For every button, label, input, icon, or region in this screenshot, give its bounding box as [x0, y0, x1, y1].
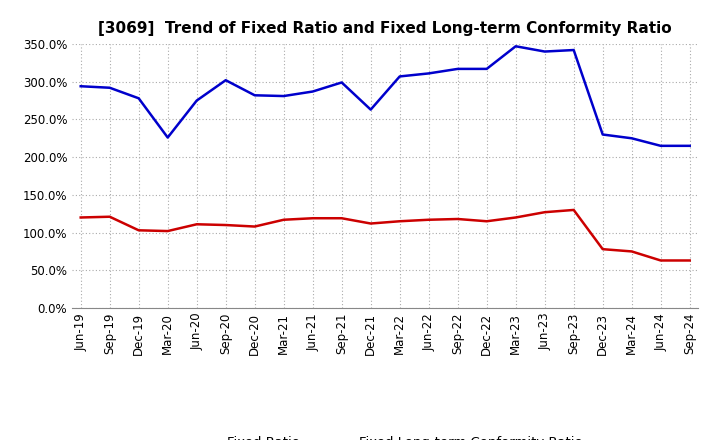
Fixed Ratio: [395, 74, 404, 79]
Fixed Long-term Conformity Ratio: [251, 224, 259, 229]
Fixed Long-term Conformity Ratio: [221, 222, 230, 227]
Fixed Ratio: [685, 143, 694, 148]
Fixed Ratio: [221, 77, 230, 83]
Fixed Ratio: [424, 71, 433, 76]
Fixed Ratio: [657, 143, 665, 148]
Fixed Ratio: [454, 66, 462, 72]
Title: [3069]  Trend of Fixed Ratio and Fixed Long-term Conformity Ratio: [3069] Trend of Fixed Ratio and Fixed Lo…: [99, 21, 672, 36]
Fixed Long-term Conformity Ratio: [570, 207, 578, 213]
Fixed Ratio: [308, 89, 317, 94]
Fixed Ratio: [511, 44, 520, 49]
Fixed Long-term Conformity Ratio: [366, 221, 375, 226]
Fixed Long-term Conformity Ratio: [279, 217, 288, 222]
Fixed Long-term Conformity Ratio: [598, 246, 607, 252]
Fixed Long-term Conformity Ratio: [657, 258, 665, 263]
Fixed Long-term Conformity Ratio: [105, 214, 114, 220]
Fixed Long-term Conformity Ratio: [511, 215, 520, 220]
Fixed Ratio: [105, 85, 114, 90]
Fixed Long-term Conformity Ratio: [338, 216, 346, 221]
Line: Fixed Ratio: Fixed Ratio: [81, 46, 690, 146]
Fixed Long-term Conformity Ratio: [627, 249, 636, 254]
Fixed Ratio: [163, 135, 172, 140]
Fixed Ratio: [251, 93, 259, 98]
Fixed Long-term Conformity Ratio: [454, 216, 462, 222]
Fixed Long-term Conformity Ratio: [135, 227, 143, 233]
Fixed Ratio: [482, 66, 491, 72]
Fixed Long-term Conformity Ratio: [395, 219, 404, 224]
Fixed Ratio: [598, 132, 607, 137]
Line: Fixed Long-term Conformity Ratio: Fixed Long-term Conformity Ratio: [81, 210, 690, 260]
Fixed Long-term Conformity Ratio: [163, 228, 172, 234]
Fixed Ratio: [135, 95, 143, 101]
Fixed Long-term Conformity Ratio: [424, 217, 433, 222]
Fixed Long-term Conformity Ratio: [482, 219, 491, 224]
Fixed Ratio: [627, 136, 636, 141]
Fixed Ratio: [366, 107, 375, 112]
Fixed Ratio: [192, 98, 201, 103]
Fixed Long-term Conformity Ratio: [76, 215, 85, 220]
Fixed Long-term Conformity Ratio: [308, 216, 317, 221]
Fixed Ratio: [570, 48, 578, 53]
Fixed Ratio: [541, 49, 549, 54]
Fixed Ratio: [279, 93, 288, 99]
Fixed Ratio: [338, 80, 346, 85]
Fixed Long-term Conformity Ratio: [192, 222, 201, 227]
Fixed Long-term Conformity Ratio: [541, 209, 549, 215]
Fixed Ratio: [76, 84, 85, 89]
Fixed Long-term Conformity Ratio: [685, 258, 694, 263]
Legend: Fixed Ratio, Fixed Long-term Conformity Ratio: Fixed Ratio, Fixed Long-term Conformity …: [182, 431, 588, 440]
